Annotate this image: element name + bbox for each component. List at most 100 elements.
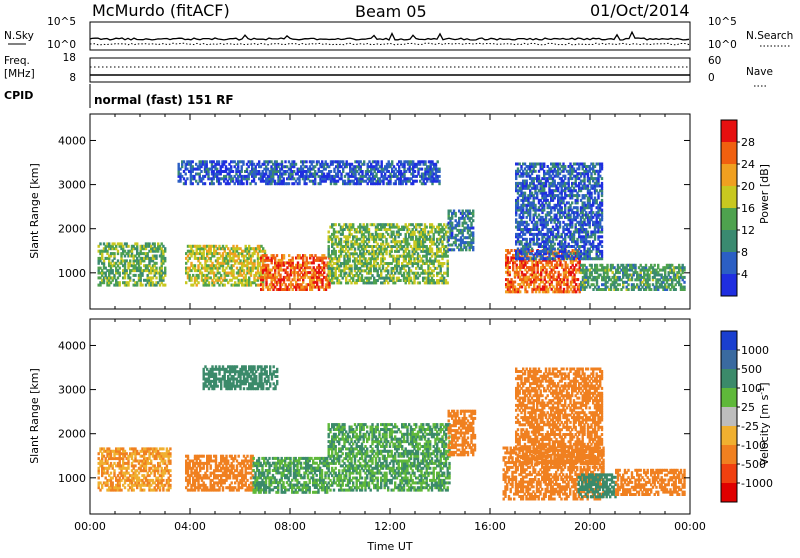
freq-strip-frame (90, 58, 690, 82)
heatmap-cell-0-6 (526, 238, 528, 241)
heatmap-cell-0-5 (509, 266, 511, 269)
nave-tick-lo: 0 (708, 72, 715, 84)
heatmap-cell-0-0 (155, 255, 157, 258)
heatmap-cell-0-8 (178, 163, 180, 166)
nsky-tick-hi: 10^5 (47, 16, 76, 28)
heatmap-cell-0-4 (451, 222, 453, 225)
heatmap-cell-0-4 (472, 210, 474, 213)
heatmap-cell-0-6 (554, 248, 556, 251)
nsearch-tick-lo: 10^0 (708, 39, 737, 51)
heatmap-cell-0-3 (447, 255, 449, 258)
freq-tick-hi: 18 (63, 52, 76, 64)
heatmap-cell-0-5 (545, 268, 547, 271)
heatmap-cell-0-1 (220, 274, 222, 277)
heatmap-cell-0-4 (472, 246, 474, 249)
heatmap-cell-0-5 (509, 271, 511, 274)
heatmap-cell-0-5 (519, 290, 521, 293)
heatmap-cell-0-1 (197, 281, 199, 284)
heatmap-cell-0-7 (634, 264, 636, 267)
heatmap-cell-0-3 (419, 281, 421, 284)
heatmap-cell-0-0 (119, 281, 121, 284)
heatmap-cell-0-6 (534, 170, 536, 173)
beam-title: Beam 05 (355, 2, 427, 21)
cpid-label: CPID (4, 89, 33, 102)
heatmap-cell-0-0 (119, 267, 121, 270)
heatmap-cell-0-8 (192, 182, 194, 185)
heatmap-cell-0-8 (281, 160, 283, 163)
heatmap-cell-0-3 (354, 248, 356, 251)
heatmap-cell-0-3 (431, 248, 433, 251)
heatmap-cell-0-7 (650, 288, 652, 291)
heatmap-cell-0-8 (220, 182, 222, 185)
heatmap-cell-0-6 (601, 250, 603, 253)
heatmap-cell-0-6 (601, 226, 603, 229)
nsky-trace (90, 32, 689, 45)
heatmap-cell-0-6 (559, 221, 561, 224)
heatmap-cell-0-7 (648, 283, 650, 286)
heatmap-cell-0-2 (262, 283, 264, 286)
heatmap-cell-0-7 (627, 283, 629, 286)
heatmap-cell-0-5 (566, 264, 568, 267)
heatmap-cell-0-1 (232, 269, 234, 272)
nsearch-line (90, 43, 689, 45)
nave-label: Nave (746, 66, 773, 78)
heatmap-cell-0-3 (352, 223, 354, 226)
freq-label: Freq. (4, 55, 30, 67)
heatmap-cell-0-7 (657, 264, 659, 267)
heatmap-cell-0-6 (601, 240, 603, 243)
nave-tick-hi: 60 (708, 55, 721, 67)
heatmap-cell-0-1 (224, 284, 226, 287)
heatmap-cell-0-1 (194, 264, 196, 267)
heatmap-cell-0-2 (325, 257, 327, 260)
heatmap-cell-0-2 (267, 264, 269, 267)
heatmap-cell-0-6 (571, 201, 573, 204)
heatmap-cell-0-7 (654, 264, 656, 267)
heatmap-cell-0-6 (538, 238, 540, 241)
heatmap-cell-0-3 (447, 281, 449, 284)
heatmap-cell-0-6 (590, 192, 592, 195)
heatmap-cell-0-5 (510, 249, 512, 252)
heatmap-cell-0-6 (601, 199, 603, 202)
heatmap-cell-0-3 (387, 269, 389, 272)
heatmap-cell-0-5 (559, 273, 561, 276)
heatmap-cell-0-6 (564, 175, 566, 178)
cpid-value: normal (fast) 151 RF (94, 93, 234, 107)
heatmap-cell-0-8 (258, 160, 260, 163)
heatmap-cell-0-0 (129, 276, 131, 279)
heatmap-cell-0-0 (113, 252, 115, 255)
heatmap-cell-0-7 (617, 288, 619, 291)
heatmap-cell-0-2 (288, 254, 290, 257)
heatmap-cell-0-7 (627, 288, 629, 291)
sky-strip-frame (90, 22, 690, 50)
heatmap-cell-0-8 (204, 182, 206, 185)
heatmap-cell-0-6 (534, 204, 536, 207)
heatmap-cell-0-6 (601, 209, 603, 212)
heatmap-cell-0-6 (531, 248, 533, 251)
heatmap-cell-0-7 (683, 266, 685, 269)
heatmap-cell-0-3 (368, 228, 370, 231)
heatmap-cell-0-5 (507, 256, 509, 259)
heatmap-cell-0-6 (576, 206, 578, 209)
heatmap-cell-0-0 (112, 269, 114, 272)
heatmap-cell-0-3 (385, 238, 387, 241)
heatmap-cell-0-8 (242, 182, 244, 185)
heatmap-cell-0-8 (192, 160, 194, 163)
heatmap-cell-0-6 (601, 235, 603, 238)
heatmap-cell-0-3 (335, 250, 337, 253)
heatmap-cell-0-4 (453, 248, 455, 251)
heatmap-cell-0-3 (399, 233, 401, 236)
heatmap-cell-0-3 (328, 231, 330, 234)
heatmap-cell-0-3 (443, 262, 445, 265)
nsky-line (90, 32, 689, 40)
nsky-label: N.Sky (4, 30, 34, 42)
heatmap-cell-0-3 (335, 223, 337, 226)
heatmap-cell-0-4 (472, 227, 474, 230)
heatmap-cell-0-6 (601, 245, 603, 248)
heatmap-cell-0-3 (426, 226, 428, 229)
heatmap-cell-0-6 (527, 257, 529, 260)
heatmap-cell-0-0 (154, 242, 156, 245)
heatmap-cell-0-3 (433, 274, 435, 277)
heatmap-cell-0-5 (577, 278, 579, 281)
nsearch-tick-hi: 10^5 (708, 16, 737, 28)
